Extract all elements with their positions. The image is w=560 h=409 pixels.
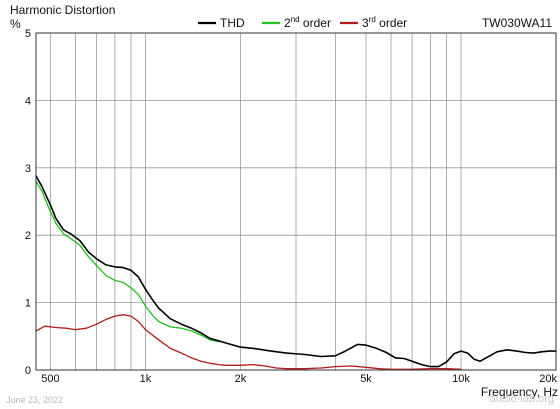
y-tick-label: 1 — [25, 298, 31, 310]
x-axis-label: Frequency, Hz — [481, 385, 558, 399]
y-tick-labels: 0 1 2 3 4 5 — [25, 28, 31, 377]
y-tick-label: 5 — [25, 28, 31, 40]
series-lines — [35, 175, 557, 370]
date-stamp: June 23, 2022 — [6, 395, 64, 405]
y-tick-label: 3 — [25, 163, 31, 175]
x-tick-labels: 500 1k 2k 5k 10k 20k — [41, 373, 557, 385]
legend-label: 3rd order — [362, 15, 407, 30]
x-tick-label: 10k — [452, 373, 470, 385]
x-tick-label: 20k — [539, 373, 557, 385]
x-tick-label: 2k — [235, 373, 247, 385]
x-tick-label: 500 — [41, 373, 59, 385]
x-tick-label: 1k — [140, 373, 152, 385]
legend: THD 2nd order 3rd order — [198, 15, 407, 30]
chart-title: Harmonic Distortion — [10, 3, 115, 17]
legend-label: 2nd order — [284, 15, 331, 30]
y-axis-label: % — [10, 17, 21, 31]
y-tick-label: 2 — [25, 230, 31, 242]
model-label: TW030WA11 — [482, 16, 552, 30]
grid — [36, 33, 556, 370]
x-tick-label: 5k — [360, 373, 372, 385]
series-line-3rd-order — [35, 314, 462, 370]
legend-label: THD — [220, 16, 245, 30]
y-tick-label: 4 — [25, 95, 31, 107]
plot-frame — [35, 32, 557, 371]
series-line-2nd-order — [35, 180, 219, 343]
series-line-thd — [35, 175, 557, 368]
site-watermark: audio-lab.org — [489, 393, 554, 405]
y-tick-label: 0 — [25, 365, 31, 377]
